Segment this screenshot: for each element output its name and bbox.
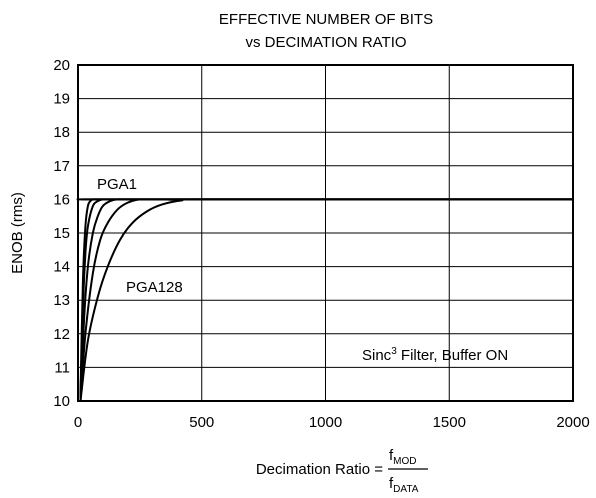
y-tick-label: 15 [53, 225, 70, 242]
x-axis-label-text: Decimation Ratio = [256, 461, 383, 478]
series-layer [76, 198, 573, 402]
y-axis-ticks: 10 11 12 13 14 15 16 17 18 19 20 [53, 57, 70, 410]
x-tick-label: 500 [189, 414, 214, 431]
annotation-filter-text: Filter, Buffer ON [397, 347, 508, 364]
x-axis-label-numerator: fMOD [389, 447, 417, 467]
x-tick-label: 1000 [309, 414, 342, 431]
x-axis-label-denominator: fDATA [389, 475, 419, 495]
y-tick-label: 17 [53, 158, 70, 175]
annotation-filter: Sinc3 Filter, Buffer ON [362, 346, 508, 364]
y-tick-label: 10 [53, 393, 70, 410]
annotation-filter-sup: 3 [391, 346, 397, 357]
annotation-filter-base: Sinc [362, 347, 392, 364]
plot-frame [77, 64, 574, 402]
series-line-2 [79, 198, 573, 398]
y-tick-label: 18 [53, 124, 70, 141]
numerator-sub: MOD [393, 456, 416, 467]
denominator-f: f [389, 475, 394, 492]
chart-subtitle: vs DECIMATION RATIO [245, 34, 406, 51]
x-axis-label: Decimation Ratio = fMOD fDATA [256, 447, 428, 495]
x-tick-label: 1500 [433, 414, 466, 431]
y-tick-label: 13 [53, 292, 70, 309]
denominator-sub: DATA [393, 484, 419, 495]
x-axis-ticks: 0 500 1000 1500 2000 [74, 414, 590, 431]
series-line-5 [79, 198, 573, 402]
annotation-pga1: PGA1 [97, 176, 137, 193]
x-tick-label: 0 [74, 414, 82, 431]
y-tick-label: 11 [54, 359, 70, 376]
x-tick-label: 2000 [556, 414, 589, 431]
y-axis-label: ENOB (rms) [9, 192, 26, 274]
chart-title: EFFECTIVE NUMBER OF BITS [219, 11, 433, 28]
series-line-3 [79, 198, 573, 398]
y-tick-label: 14 [53, 259, 70, 276]
y-tick-label: 19 [53, 91, 70, 108]
numerator-f: f [389, 447, 394, 464]
annotation-pga128: PGA128 [126, 279, 183, 296]
y-tick-label: 16 [53, 191, 70, 208]
y-tick-label: 12 [53, 326, 70, 343]
y-tick-label: 20 [53, 57, 70, 74]
